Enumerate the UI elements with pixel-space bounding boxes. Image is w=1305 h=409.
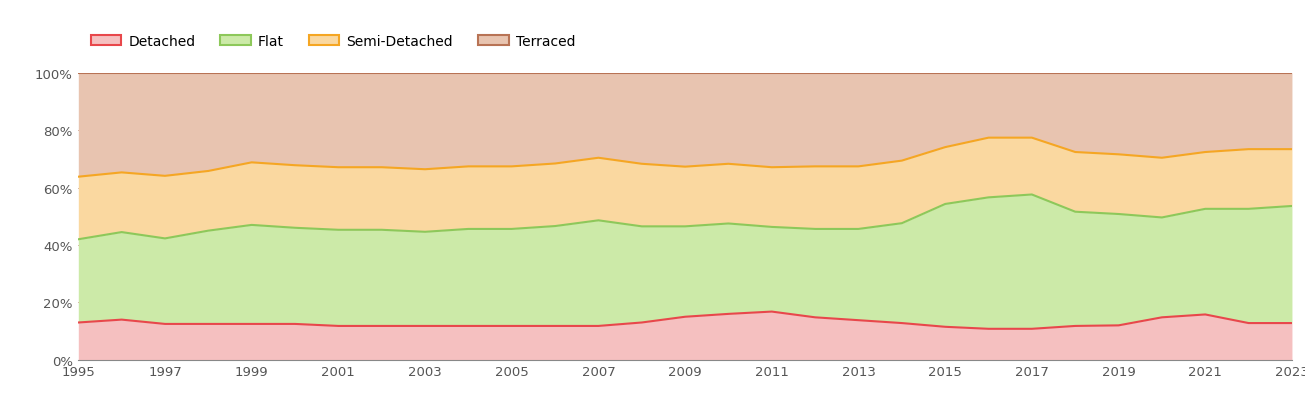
Legend: Detached, Flat, Semi-Detached, Terraced: Detached, Flat, Semi-Detached, Terraced — [85, 29, 581, 54]
